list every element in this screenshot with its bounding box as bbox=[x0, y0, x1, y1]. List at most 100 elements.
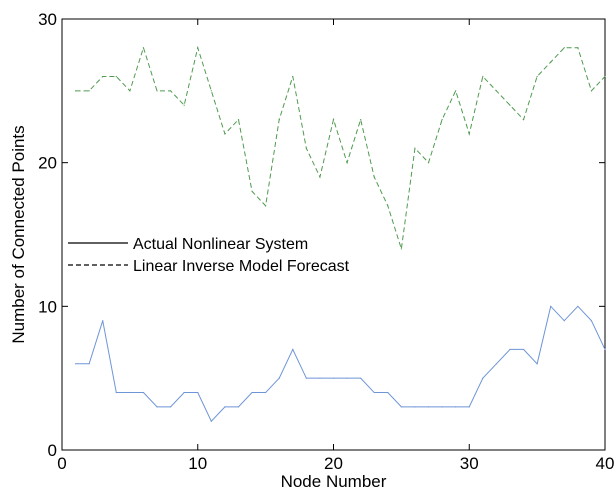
data-point bbox=[577, 47, 579, 49]
legend-label: Linear Inverse Model Forecast bbox=[133, 258, 350, 275]
axis-ticks: 0 10 20 30 40 0 10 20 30 bbox=[38, 10, 614, 473]
data-point bbox=[346, 377, 348, 379]
plot-frame bbox=[61, 18, 606, 451]
data-point bbox=[74, 363, 77, 365]
data-point bbox=[468, 406, 470, 408]
data-point bbox=[115, 391, 117, 394]
data-point bbox=[509, 104, 511, 106]
data-point bbox=[590, 320, 593, 322]
data-point bbox=[183, 391, 185, 394]
x-tick-label: 40 bbox=[596, 454, 614, 473]
data-point bbox=[332, 118, 335, 121]
data-point bbox=[522, 118, 525, 121]
data-point bbox=[170, 90, 172, 92]
data-point bbox=[88, 363, 90, 365]
data-point bbox=[441, 406, 443, 408]
data-point bbox=[536, 75, 538, 78]
data-point bbox=[224, 406, 226, 408]
data-point bbox=[522, 348, 525, 351]
data-point bbox=[265, 205, 267, 207]
data-point bbox=[183, 104, 185, 106]
y-tick-label: 0 bbox=[48, 441, 57, 460]
data-point bbox=[563, 320, 565, 322]
data-point bbox=[102, 75, 104, 78]
x-tick-label: 30 bbox=[460, 454, 479, 473]
y-axis-label: Number of Connected Points bbox=[9, 125, 28, 343]
data-point bbox=[210, 420, 212, 422]
data-point bbox=[278, 377, 280, 379]
data-point bbox=[563, 47, 565, 49]
data-point bbox=[251, 190, 253, 192]
data-point bbox=[550, 305, 552, 307]
data-point bbox=[400, 248, 402, 250]
data-point bbox=[197, 47, 199, 49]
data-point bbox=[427, 162, 430, 164]
data-point bbox=[156, 90, 158, 92]
series-line bbox=[75, 305, 606, 423]
data-point bbox=[265, 391, 267, 394]
data-point bbox=[210, 90, 212, 92]
data-point bbox=[455, 90, 457, 92]
x-tick-label: 0 bbox=[57, 454, 66, 473]
series-2 bbox=[74, 45, 606, 250]
data-point bbox=[88, 90, 90, 92]
data-point bbox=[237, 118, 240, 121]
data-point bbox=[305, 377, 307, 379]
series-1 bbox=[74, 305, 606, 423]
data-point bbox=[292, 348, 294, 351]
data-point bbox=[414, 406, 416, 408]
data-point bbox=[482, 75, 484, 78]
data-point bbox=[74, 90, 77, 92]
data-point bbox=[129, 391, 131, 394]
y-tick-label: 30 bbox=[38, 10, 57, 29]
data-point bbox=[319, 176, 321, 178]
data-point bbox=[414, 147, 416, 149]
y-tick-label: 10 bbox=[38, 297, 57, 316]
data-point bbox=[427, 406, 430, 408]
data-point bbox=[197, 391, 199, 394]
data-point bbox=[604, 348, 606, 351]
data-point bbox=[170, 406, 172, 408]
data-point bbox=[373, 176, 375, 178]
data-point bbox=[400, 406, 402, 408]
data-point bbox=[482, 377, 484, 379]
series-layer bbox=[74, 45, 606, 423]
data-point bbox=[360, 118, 362, 121]
series-line bbox=[75, 45, 606, 250]
data-point bbox=[441, 118, 443, 121]
data-point bbox=[102, 320, 104, 322]
data-point bbox=[455, 406, 457, 408]
data-point bbox=[387, 205, 389, 207]
data-point bbox=[332, 377, 335, 379]
data-point bbox=[604, 75, 606, 78]
data-point bbox=[142, 391, 145, 394]
x-tick-label: 10 bbox=[188, 454, 207, 473]
data-point bbox=[360, 377, 362, 379]
legend: Actual Nonlinear System Linear Inverse Mo… bbox=[68, 236, 350, 275]
data-point bbox=[115, 75, 117, 78]
data-point bbox=[387, 391, 389, 394]
data-point bbox=[292, 75, 294, 78]
data-point bbox=[156, 406, 158, 408]
data-point bbox=[495, 90, 497, 92]
data-point bbox=[237, 406, 240, 408]
y-tick-label: 20 bbox=[38, 154, 57, 173]
data-point bbox=[251, 391, 253, 394]
x-axis-label: Node Number bbox=[281, 472, 387, 491]
data-point bbox=[129, 90, 131, 92]
data-point bbox=[509, 348, 511, 351]
data-point bbox=[142, 47, 145, 49]
data-point bbox=[550, 61, 552, 63]
data-point bbox=[536, 363, 538, 365]
data-point bbox=[278, 118, 280, 121]
data-point bbox=[346, 162, 348, 164]
x-tick-label: 20 bbox=[324, 454, 343, 473]
data-point bbox=[224, 133, 226, 135]
data-point bbox=[468, 133, 470, 135]
data-point bbox=[319, 377, 321, 379]
legend-label: Actual Nonlinear System bbox=[133, 236, 308, 253]
data-point bbox=[577, 305, 579, 307]
data-point bbox=[305, 147, 307, 149]
data-point bbox=[590, 90, 593, 92]
